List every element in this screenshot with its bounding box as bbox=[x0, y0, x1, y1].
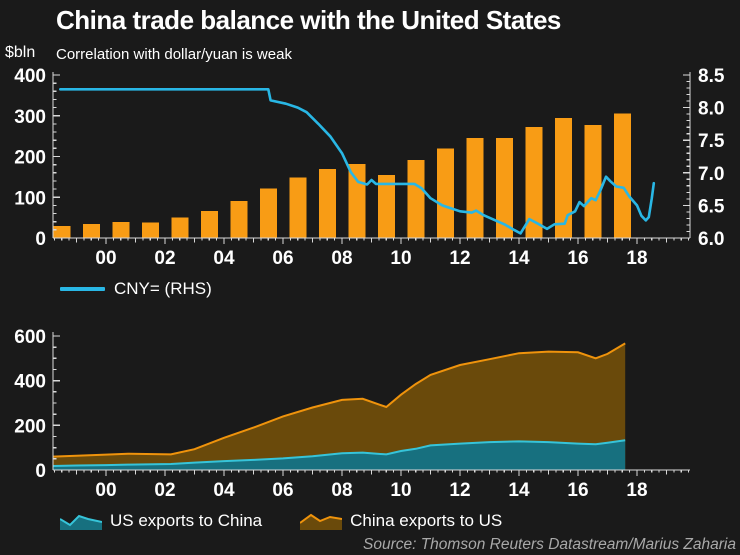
cny-exchange-rate-line bbox=[58, 87, 656, 235]
trade-balance-bar bbox=[495, 138, 513, 238]
top-chart-tick-labels: 00 02 04 06 08 10 12 14 16 18 0 100 200 300 400 6.0 6.5 7… bbox=[14, 66, 725, 269]
cny-line-swatch-icon bbox=[60, 287, 105, 291]
top-chart-axes bbox=[52, 72, 691, 244]
svg-text:7.5: 7.5 bbox=[698, 131, 725, 152]
svg-text:10: 10 bbox=[390, 480, 411, 501]
trade-balance-bar bbox=[230, 200, 248, 238]
trade-balance-bar bbox=[82, 224, 100, 238]
svg-text:10: 10 bbox=[390, 248, 411, 269]
trade-balance-bar bbox=[436, 148, 454, 238]
china-exports-area-swatch-icon bbox=[300, 513, 343, 530]
china-exports-area bbox=[52, 343, 626, 470]
svg-text:400: 400 bbox=[14, 66, 46, 87]
china-exports-swatch-line bbox=[300, 513, 343, 524]
svg-text:14: 14 bbox=[508, 248, 530, 269]
trade-balance-bar bbox=[171, 217, 189, 238]
trade-balance-bar bbox=[613, 113, 631, 238]
svg-text:00: 00 bbox=[95, 248, 116, 269]
svg-text:200: 200 bbox=[14, 148, 46, 169]
cny-legend: CNY= (RHS) bbox=[60, 279, 212, 298]
svg-text:0: 0 bbox=[35, 229, 46, 250]
trade-balance-bar bbox=[289, 177, 307, 238]
svg-text:7.0: 7.0 bbox=[698, 164, 724, 185]
svg-text:02: 02 bbox=[154, 248, 175, 269]
legend-item-us-exports: US exports to China bbox=[60, 511, 262, 531]
svg-text:16: 16 bbox=[567, 248, 588, 269]
legend-item-china-exports: China exports to US bbox=[300, 511, 502, 531]
svg-text:200: 200 bbox=[14, 416, 46, 437]
svg-text:400: 400 bbox=[14, 372, 46, 393]
bottom-chart-tick-labels: 00 02 04 06 08 10 12 14 16 18 0 200 400 600 bbox=[14, 327, 647, 501]
svg-text:04: 04 bbox=[213, 480, 235, 501]
svg-text:18: 18 bbox=[626, 480, 647, 501]
chart-title: China trade balance with the United Stat… bbox=[56, 5, 561, 35]
trade-balance-bar bbox=[318, 169, 336, 238]
us-exports-boundary-line bbox=[52, 439, 626, 467]
us-exports-swatch-line bbox=[60, 514, 102, 527]
svg-text:600: 600 bbox=[14, 327, 46, 348]
exports-area-chart: 00 02 04 06 08 10 12 14 16 18 0 200 400 600 bbox=[14, 327, 690, 501]
svg-text:02: 02 bbox=[154, 480, 175, 501]
chart-subtitle: Correlation with dollar/yuan is weak bbox=[56, 46, 292, 63]
svg-text:14: 14 bbox=[508, 480, 530, 501]
svg-text:12: 12 bbox=[449, 480, 470, 501]
svg-text:300: 300 bbox=[14, 107, 46, 128]
svg-text:100: 100 bbox=[14, 188, 46, 209]
us-exports-area-swatch-icon bbox=[60, 514, 102, 530]
svg-text:08: 08 bbox=[331, 248, 352, 269]
trade-balance-bar bbox=[200, 211, 218, 238]
trade-balance-bar bbox=[348, 163, 366, 238]
svg-text:04: 04 bbox=[213, 248, 235, 269]
trade-balance-bar bbox=[112, 222, 130, 238]
svg-text:08: 08 bbox=[331, 480, 352, 501]
svg-text:06: 06 bbox=[272, 480, 293, 501]
china-exports-boundary-line bbox=[52, 342, 626, 458]
svg-text:18: 18 bbox=[626, 248, 647, 269]
svg-text:12: 12 bbox=[449, 248, 470, 269]
svg-text:6.5: 6.5 bbox=[698, 196, 725, 217]
svg-text:6.0: 6.0 bbox=[698, 229, 724, 250]
trade-balance-bars bbox=[53, 113, 631, 238]
source-credit: Source: Thomson Reuters Datastream/Mariu… bbox=[362, 536, 736, 553]
svg-text:0: 0 bbox=[35, 461, 46, 482]
trade-balance-bar bbox=[53, 225, 71, 238]
us-exports-legend-label: US exports to China bbox=[110, 511, 263, 530]
exports-legend: US exports to China China exports to US bbox=[60, 511, 502, 531]
trade-balance-chart: 00 02 04 06 08 10 12 14 16 18 0 100 200 300 400 6.0 6.5 7… bbox=[14, 66, 725, 269]
svg-text:00: 00 bbox=[95, 480, 116, 501]
trade-balance-bar bbox=[466, 138, 484, 238]
trade-balance-bar bbox=[141, 222, 159, 238]
svg-text:8.0: 8.0 bbox=[698, 99, 724, 120]
china-exports-legend-label: China exports to US bbox=[350, 511, 503, 530]
trade-balance-bar bbox=[407, 160, 425, 238]
svg-text:16: 16 bbox=[567, 480, 588, 501]
us-exports-swatch-fill bbox=[60, 516, 102, 530]
trade-balance-bar bbox=[259, 188, 277, 238]
svg-text:8.5: 8.5 bbox=[698, 66, 725, 87]
bottom-chart-axes bbox=[52, 332, 690, 476]
trade-balance-bar bbox=[554, 118, 572, 238]
trade-balance-bar bbox=[525, 126, 543, 238]
svg-text:06: 06 bbox=[272, 248, 293, 269]
trade-balance-bar bbox=[377, 174, 395, 238]
cny-legend-label: CNY= (RHS) bbox=[114, 279, 212, 298]
trade-balance-bar bbox=[584, 125, 602, 238]
china-exports-swatch-fill bbox=[300, 515, 343, 530]
left-axis-unit-label: $bln bbox=[5, 44, 36, 61]
